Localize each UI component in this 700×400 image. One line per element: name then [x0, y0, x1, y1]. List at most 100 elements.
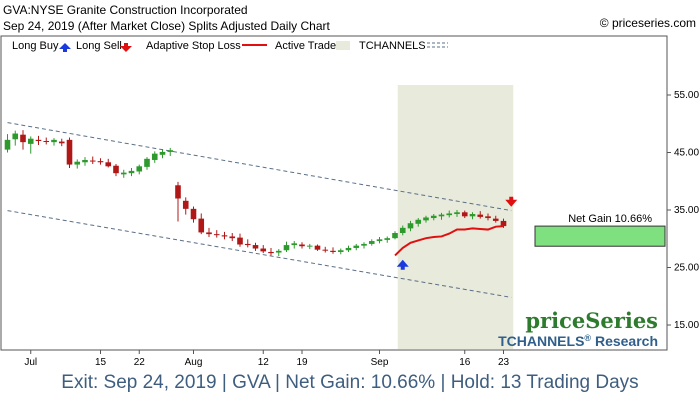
candle	[306, 243, 313, 250]
legend-active-trade-label: Active Trade	[275, 40, 336, 52]
y-tick-label: 45.00	[674, 148, 699, 159]
candle-body	[12, 133, 19, 140]
candle-body	[415, 219, 422, 224]
candle	[399, 225, 406, 236]
candle	[136, 164, 143, 175]
net-gain-label: Net Gain 10.66%	[568, 213, 652, 225]
x-tick-label: 19	[296, 357, 308, 368]
candle-body	[151, 153, 158, 160]
candle-body	[190, 208, 197, 220]
candle	[446, 210, 453, 218]
candle	[182, 197, 189, 215]
x-tick-label: 12	[258, 357, 270, 368]
candle	[407, 220, 414, 232]
net-gain-box	[534, 225, 666, 247]
candle	[151, 151, 158, 163]
candle	[58, 138, 65, 147]
long-buy-marker	[396, 259, 409, 270]
long-sell-marker	[505, 196, 518, 207]
candle-body	[35, 139, 42, 141]
candle-body	[198, 218, 205, 233]
candle	[167, 147, 174, 156]
candle	[454, 210, 460, 217]
candle-body	[27, 138, 34, 144]
candle	[268, 247, 274, 256]
candle-body	[291, 243, 298, 246]
candle-body	[51, 139, 57, 143]
candle-body	[353, 245, 360, 248]
candle-body	[221, 235, 228, 237]
candle	[322, 246, 329, 253]
candle	[4, 134, 11, 153]
x-tick-label: 16	[459, 357, 471, 368]
candle	[159, 149, 166, 159]
candle	[283, 241, 290, 252]
x-tick-label: Aug	[185, 357, 203, 368]
candle-body	[306, 245, 313, 247]
candle-body	[283, 245, 290, 251]
x-tick-label: 23	[498, 357, 510, 368]
candle-body	[469, 214, 476, 217]
candle	[353, 243, 360, 251]
candle-body	[299, 244, 305, 247]
candle-body	[384, 238, 391, 240]
candle-body	[500, 220, 507, 227]
candle-body	[20, 134, 26, 143]
candle-body	[345, 247, 352, 251]
candle	[361, 242, 367, 249]
candle	[66, 137, 73, 169]
candle-body	[392, 233, 398, 239]
candle-body	[485, 216, 491, 219]
y-tick-label: 15.00	[674, 320, 699, 331]
candle-body	[237, 237, 243, 245]
candle	[368, 239, 375, 246]
legend-tchannels-label: TCHANNELS	[359, 40, 426, 52]
candle-body	[268, 251, 274, 254]
candle	[97, 158, 104, 165]
candle	[20, 130, 26, 150]
gray-box-icon	[336, 41, 350, 50]
candle	[89, 156, 96, 164]
candle-body	[244, 243, 251, 246]
candle	[299, 242, 305, 249]
tchannel-lower-line	[7, 210, 512, 298]
candle-body	[454, 212, 460, 215]
candle	[252, 242, 259, 251]
candle	[27, 136, 34, 154]
candle-body	[182, 200, 189, 209]
candle-body	[361, 243, 367, 246]
price-chart: 15.00 25.00 35.00 45.00 55.00 Jul 15 22 Aug 12 19…	[0, 35, 699, 368]
candle	[237, 233, 243, 247]
candle	[384, 236, 391, 243]
candle	[345, 245, 352, 252]
candle-body	[461, 212, 468, 217]
candle	[275, 249, 282, 256]
plot-area	[0, 35, 668, 351]
candle	[330, 247, 336, 254]
candle-body	[407, 223, 414, 229]
candle	[469, 212, 476, 220]
candle	[120, 169, 127, 178]
active-trade-region	[397, 85, 514, 349]
candle	[175, 181, 181, 222]
candle	[244, 239, 251, 248]
candle-body	[206, 232, 212, 235]
candle	[105, 158, 112, 168]
candle-body	[43, 141, 50, 142]
blue-up-triangle-icon	[59, 43, 71, 52]
trade-summary: Exit: Sep 24, 2019 | GVA | Net Gain: 10.…	[61, 372, 639, 393]
candle-body	[399, 227, 406, 233]
candle	[144, 157, 150, 170]
candle	[74, 159, 81, 169]
chart-subtitle: Sep 24, 2019 (After Market Close) Splits…	[3, 19, 330, 33]
x-tick-label: Sep	[371, 357, 389, 368]
candle	[430, 214, 437, 221]
candle	[221, 231, 228, 240]
candle-body	[89, 160, 96, 162]
candle-body	[159, 151, 166, 155]
x-tick-label: Jul	[24, 357, 37, 368]
x-tick-label: 22	[134, 357, 146, 368]
candle	[423, 215, 429, 223]
y-tick-label: 35.00	[674, 205, 699, 216]
candle-body	[322, 249, 329, 251]
